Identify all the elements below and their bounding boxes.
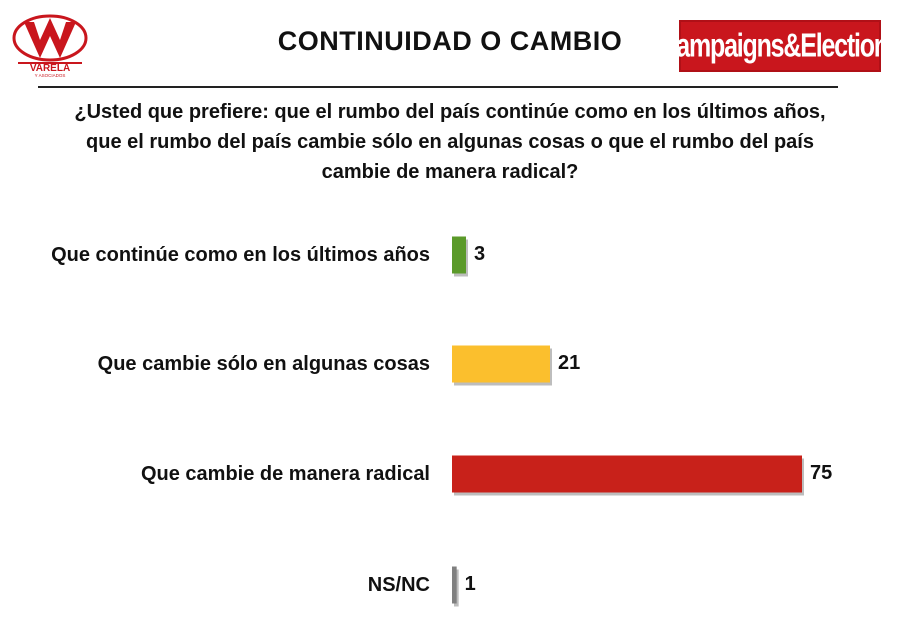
category-label: Que cambie de manera radical bbox=[140, 463, 430, 485]
chart-question: ¿Usted que prefiere: que el rumbo del pa… bbox=[74, 101, 826, 183]
bar bbox=[452, 455, 802, 493]
varela-logo-icon: VARELA Y ASOCIADOS bbox=[12, 14, 88, 78]
bar bbox=[452, 345, 550, 383]
campaigns-elections-logo-text: Campaigns&Elections bbox=[659, 26, 900, 65]
data-label: 21 bbox=[558, 352, 581, 374]
varela-logo-subtext: Y ASOCIADOS bbox=[35, 73, 66, 78]
page-title: CONTINUIDAD O CAMBIO bbox=[277, 26, 623, 56]
category-label: Que continúe como en los últimos años bbox=[51, 244, 430, 266]
bar bbox=[452, 566, 457, 604]
campaigns-elections-logo: Campaigns&Elections bbox=[659, 20, 900, 72]
data-label: 3 bbox=[474, 243, 486, 265]
varela-logo: VARELA Y ASOCIADOS bbox=[10, 8, 90, 78]
category-label: NS/NC bbox=[367, 574, 430, 596]
varela-logo-text: VARELA bbox=[30, 63, 70, 74]
bar bbox=[452, 236, 466, 274]
header-divider bbox=[38, 86, 838, 88]
category-label: Que cambie sólo en algunas cosas bbox=[97, 353, 430, 375]
data-label: 75 bbox=[810, 462, 833, 484]
data-label: 1 bbox=[464, 573, 476, 595]
